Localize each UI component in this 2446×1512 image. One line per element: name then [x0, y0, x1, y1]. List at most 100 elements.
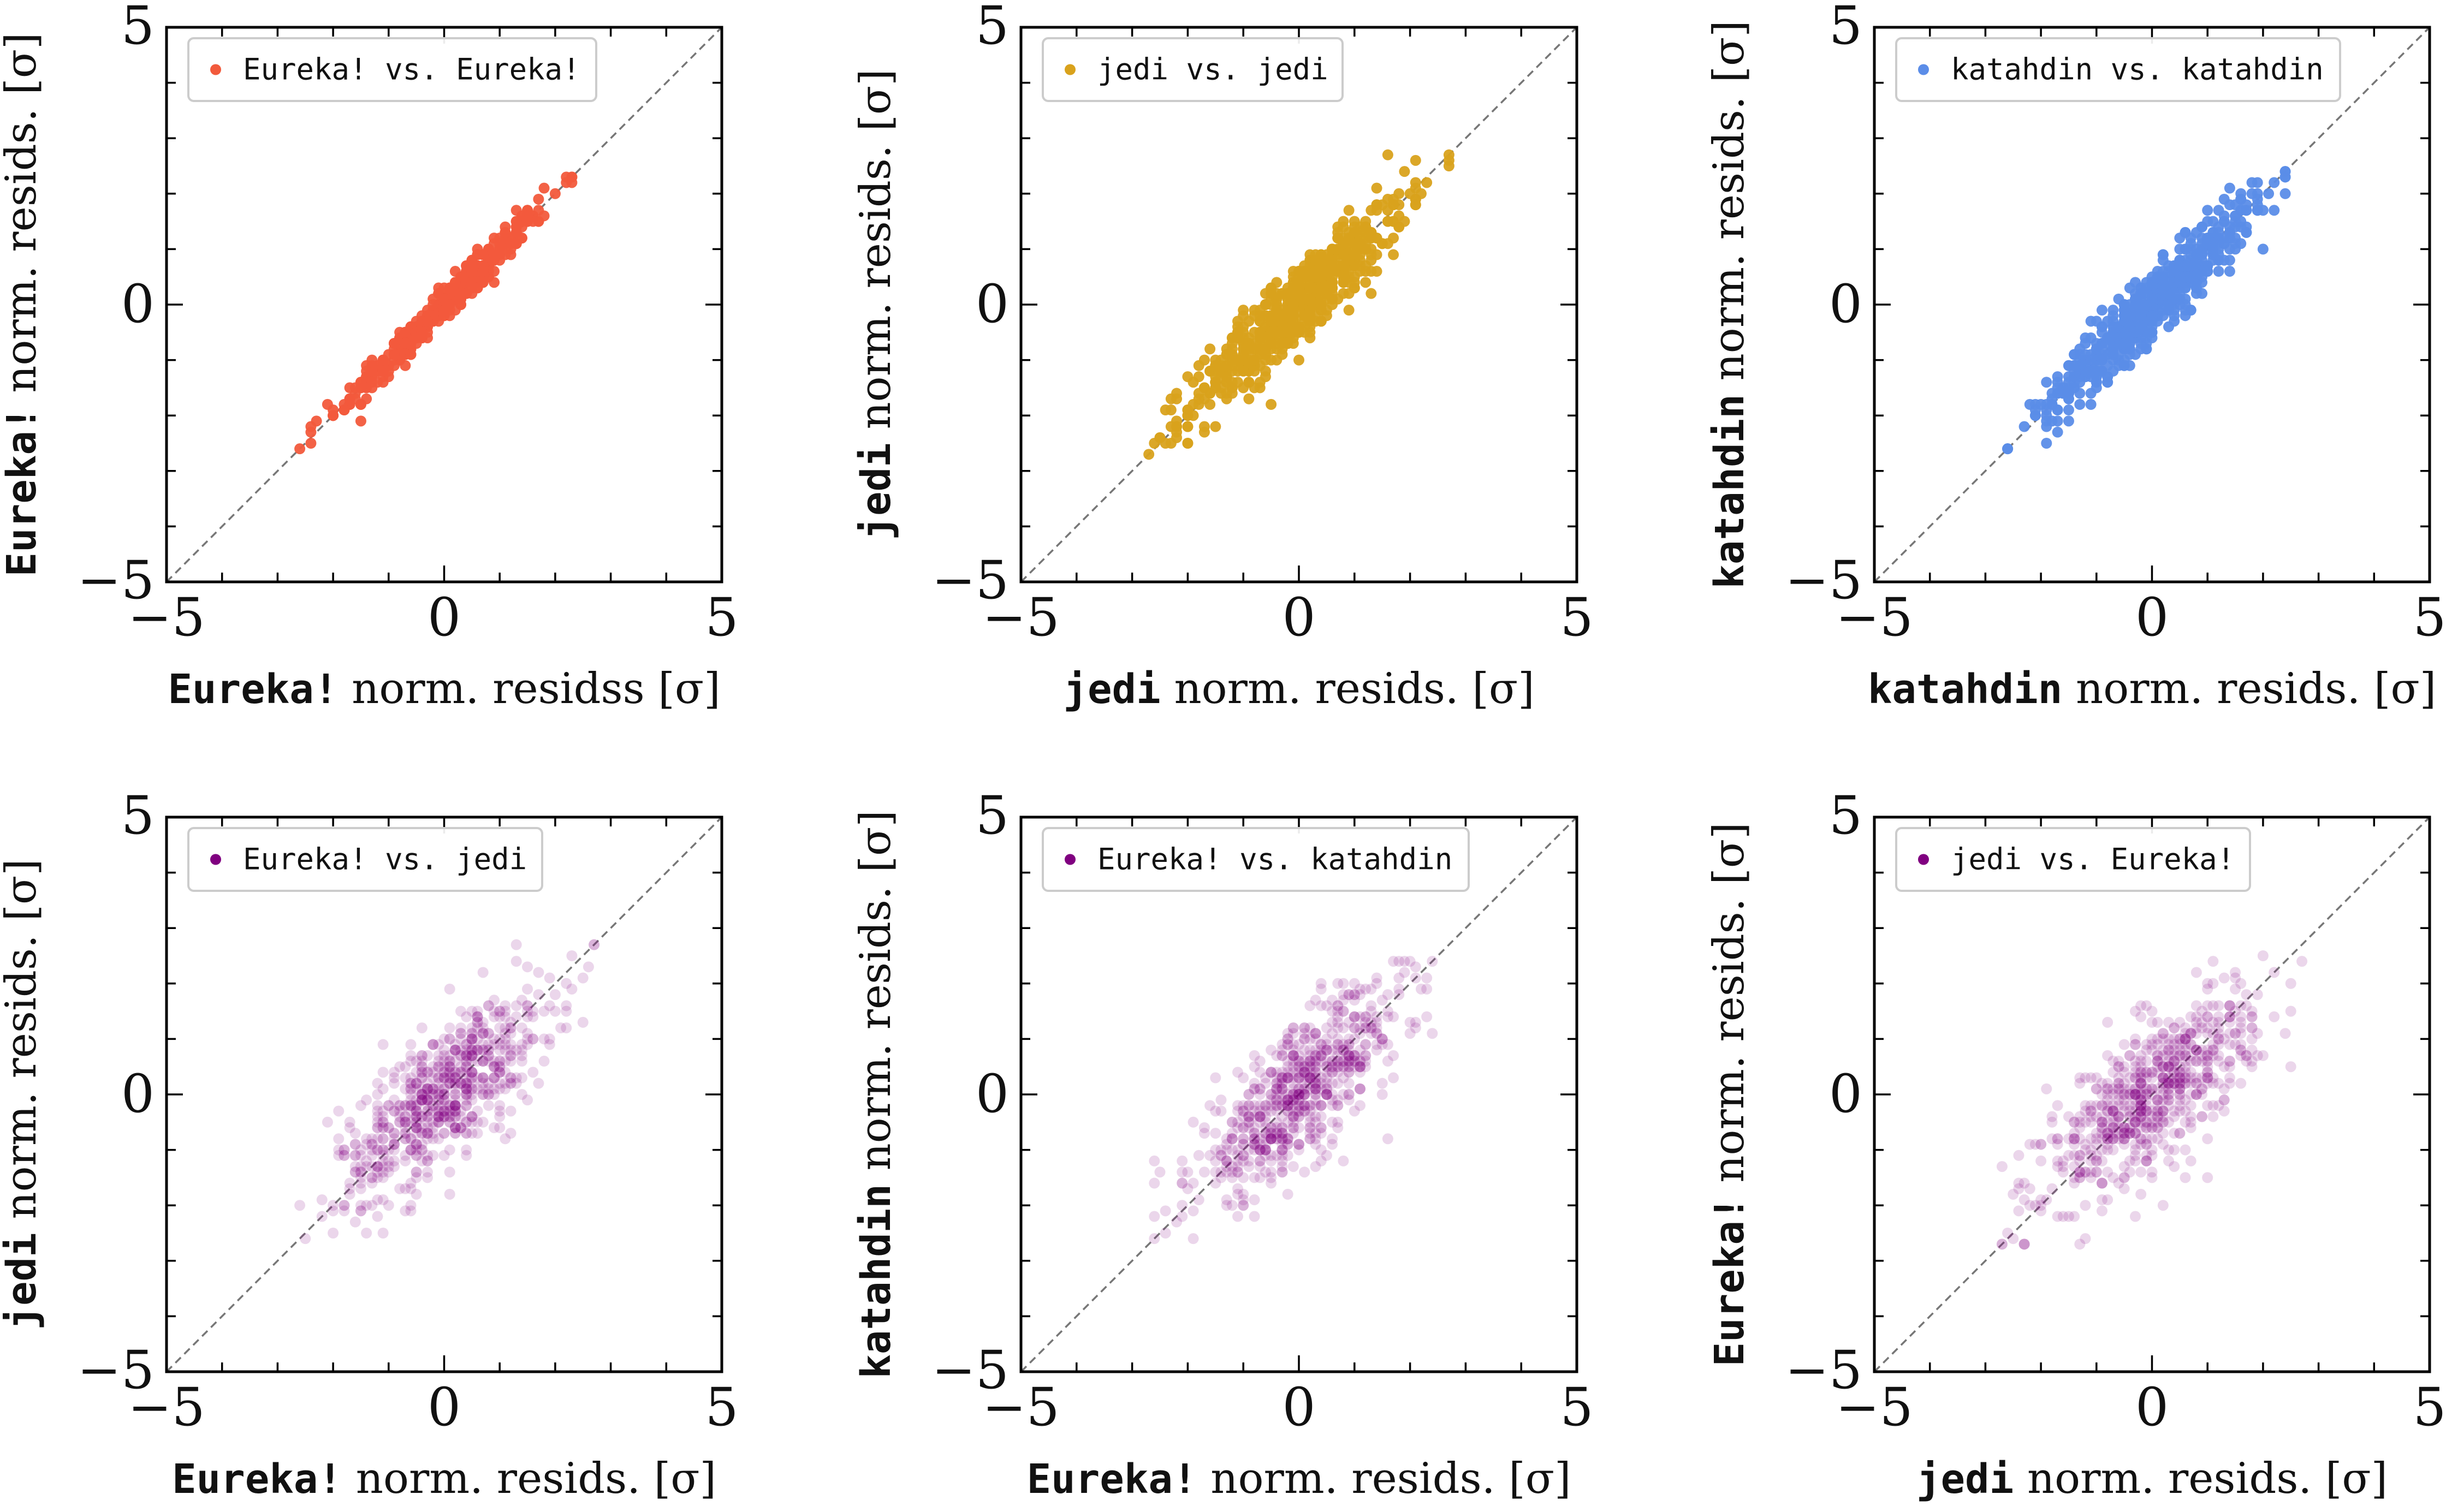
- scatter-point: [1260, 1105, 1271, 1117]
- scatter-point: [2180, 1116, 2191, 1128]
- scatter-point: [383, 1155, 394, 1166]
- scatter-point: [449, 1044, 461, 1056]
- scatter-point: [466, 1044, 478, 1056]
- scatter-point: [461, 1089, 472, 1100]
- scatter-point: [1232, 1144, 1244, 1156]
- scatter-point: [2141, 1083, 2152, 1094]
- scatter-point: [1243, 1111, 1255, 1122]
- scatter-point: [377, 1150, 389, 1161]
- scatter-point: [510, 1044, 522, 1056]
- scatter-point: [461, 1116, 472, 1128]
- scatter-point: [538, 210, 550, 222]
- scatter-point: [1327, 1078, 1338, 1089]
- scatter-point: [483, 1078, 494, 1089]
- scatter-point: [2118, 1172, 2130, 1183]
- scatter-point: [461, 1078, 472, 1089]
- scatter-point: [516, 1044, 527, 1056]
- scatter-point: [433, 1111, 444, 1122]
- scatter-point: [1254, 1144, 1266, 1156]
- scatter-point: [1287, 1050, 1299, 1061]
- scatter-point: [1271, 1078, 1283, 1089]
- scatter-point: [361, 1094, 372, 1106]
- scatter-point: [405, 1094, 417, 1106]
- scatter-point: [2091, 1083, 2102, 1094]
- scatter-point: [461, 1100, 472, 1111]
- scatter-point: [1282, 1133, 1293, 1145]
- scatter-point: [1293, 1089, 1304, 1100]
- scatter-point: [1215, 1150, 1227, 1161]
- scatter-point: [416, 1089, 428, 1100]
- scatter-point: [1221, 1161, 1232, 1172]
- scatter-point: [1232, 1183, 1244, 1194]
- scatter-point: [2174, 1089, 2186, 1100]
- scatter-point: [1310, 1067, 1321, 1078]
- scatter-point: [377, 1144, 389, 1156]
- scatter-point: [2174, 1078, 2186, 1089]
- scatter-point: [483, 1028, 494, 1039]
- scatter-point: [1221, 1139, 1232, 1150]
- scatter-point: [1193, 1194, 1204, 1206]
- scatter-point: [2163, 1039, 2175, 1050]
- scatter-point: [1321, 1061, 1332, 1073]
- scatter-point: [2202, 1072, 2213, 1084]
- scatter-point: [400, 1083, 411, 1094]
- scatter-point: [2135, 1078, 2147, 1089]
- y-tick-label: −5: [931, 1340, 1009, 1401]
- y-tick-label: 0: [121, 273, 155, 335]
- scatter-point: [1238, 1139, 1249, 1150]
- scatter-point: [1243, 316, 1255, 327]
- scatter-point: [388, 360, 400, 371]
- scatter-point: [1332, 1067, 1344, 1078]
- scatter-point: [2224, 254, 2235, 266]
- scatter-point: [2069, 1116, 2080, 1128]
- scatter-point: [2129, 1105, 2141, 1117]
- scatter-point: [2146, 1116, 2158, 1128]
- scatter-point: [1349, 989, 1360, 1001]
- scatter-point: [1277, 349, 1288, 360]
- scatter-point: [2152, 1056, 2163, 1067]
- scatter-point: [2163, 1100, 2175, 1111]
- scatter-point: [1177, 1200, 1188, 1211]
- scatter-point: [1215, 1166, 1227, 1178]
- scatter-point: [2241, 1056, 2252, 1067]
- scatter-point: [2196, 1072, 2208, 1084]
- scatter-point: [1243, 1100, 1255, 1111]
- scatter-point: [466, 1078, 478, 1089]
- scatter-point: [2041, 1083, 2052, 1094]
- scatter-point: [1299, 1056, 1310, 1067]
- scatter-point: [2113, 1177, 2124, 1189]
- scatter-point: [1388, 199, 1399, 211]
- scatter-point: [2080, 1166, 2091, 1178]
- scatter-point: [494, 1083, 506, 1094]
- scatter-point: [1343, 1089, 1355, 1100]
- scatter-point: [1282, 1100, 1293, 1111]
- scatter-point: [1327, 1028, 1338, 1039]
- scatter-point: [1277, 1144, 1288, 1156]
- scatter-point: [377, 1083, 389, 1094]
- scatter-point: [428, 1116, 439, 1128]
- scatter-point: [366, 1172, 378, 1183]
- scatter-point: [1304, 1072, 1316, 1084]
- scatter-point: [2052, 1211, 2063, 1222]
- scatter-point: [2146, 1072, 2158, 1084]
- scatter-point: [1293, 1083, 1304, 1094]
- scatter-point: [405, 1083, 417, 1094]
- scatter-point: [2257, 950, 2269, 961]
- scatter-point: [1293, 1072, 1304, 1084]
- x-axis-title: Eureka! norm. residss [σ]: [168, 664, 720, 713]
- scatter-point: [1304, 305, 1316, 316]
- scatter-point: [416, 1144, 428, 1156]
- scatter-point: [2129, 1039, 2141, 1050]
- scatter-point: [1260, 1150, 1271, 1161]
- scatter-point: [2230, 210, 2241, 222]
- scatter-point: [433, 1039, 444, 1050]
- scatter-point: [2118, 1094, 2130, 1106]
- y-tick-label: 0: [976, 1063, 1009, 1124]
- scatter-point: [1260, 1166, 1271, 1178]
- scatter-point: [1266, 1150, 1277, 1161]
- scatter-point: [2163, 1061, 2175, 1073]
- scatter-point: [383, 1122, 394, 1133]
- legend-label: Eureka! vs. katahdin: [1097, 842, 1452, 877]
- scatter-point: [1310, 1139, 1321, 1150]
